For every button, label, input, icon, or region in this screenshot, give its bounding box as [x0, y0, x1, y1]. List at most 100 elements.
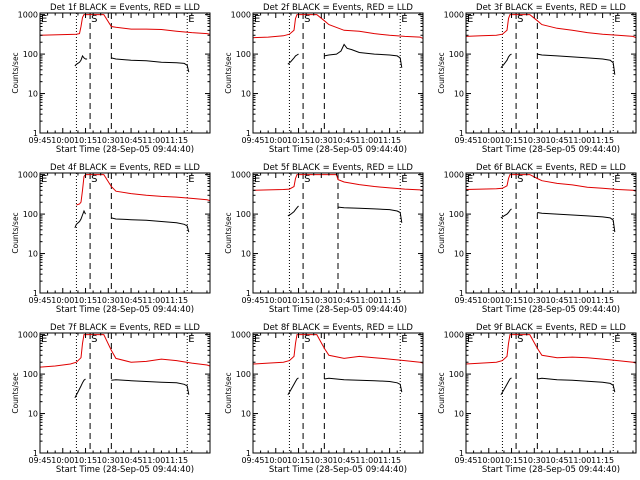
x-axis: 09:45 10:00 10:15 10:30 10:45 11:00 11:15: [28, 13, 208, 145]
x-tick-label: 11:15: [165, 456, 188, 465]
series-lld-line: [465, 334, 637, 365]
series-lld-line: [252, 174, 424, 191]
y-tick-label: 1: [459, 449, 464, 458]
panel-title: Det 2f BLACK = Events, RED = LLD: [263, 3, 413, 13]
y-tick-label: 1000: [444, 11, 464, 20]
x-tick-label: 11:00: [142, 456, 165, 465]
y-tick-label: 1: [33, 289, 38, 298]
y-tick-label: 1000: [18, 331, 38, 340]
series-lld-line: [252, 334, 424, 365]
x-tick-label: 11:00: [568, 296, 591, 305]
marker-label: S: [91, 14, 97, 25]
plot-frame: [252, 12, 424, 134]
x-tick-label: 11:15: [591, 136, 614, 145]
series-events-line: [287, 377, 403, 395]
x-tick-label: 10:15: [287, 136, 310, 145]
marker-label: E: [188, 14, 194, 25]
y-tick-label: 1: [246, 289, 251, 298]
marker-label: E: [254, 334, 260, 345]
marker-label: S: [304, 14, 310, 25]
x-axis-label: Start Time (28-Sep-05 09:44:40): [482, 465, 620, 475]
y-axis: 1 10 100 1000: [18, 171, 210, 298]
x-tick-label: 11:15: [165, 296, 188, 305]
series-events-line: [74, 209, 190, 233]
y-tick-label: 10: [28, 410, 38, 419]
y-tick-label: 100: [236, 50, 251, 59]
x-tick-label: 11:15: [378, 296, 401, 305]
y-tick-label: 10: [28, 250, 38, 259]
x-tick-label: 10:15: [74, 296, 97, 305]
x-tick-label: 10:00: [264, 456, 287, 465]
marker-label: S: [517, 14, 523, 25]
marker-label: S: [517, 334, 523, 345]
marker-label: E: [401, 174, 407, 185]
marker-label: S: [91, 334, 97, 345]
x-tick-label: 10:45: [120, 296, 143, 305]
x-tick-label: 11:15: [165, 136, 188, 145]
x-tick-label: 11:15: [591, 456, 614, 465]
y-tick-label: 100: [236, 210, 251, 219]
marker-label: E: [614, 334, 620, 345]
y-tick-label: 1: [33, 449, 38, 458]
x-tick-label: 09:45: [454, 296, 477, 305]
x-tick-label: 09:45: [454, 456, 477, 465]
series-events-line: [74, 54, 190, 73]
y-tick-label: 1000: [444, 171, 464, 180]
panel-title: Det 1f BLACK = Events, RED = LLD: [50, 3, 200, 13]
y-tick-label: 1000: [18, 171, 38, 180]
marker-label: E: [188, 334, 194, 345]
plot-frame: [465, 172, 637, 294]
y-tick-label: 1000: [231, 331, 251, 340]
x-axis-label: Start Time (28-Sep-05 09:44:40): [56, 465, 194, 475]
x-tick-label: 09:45: [241, 296, 264, 305]
y-axis: 1 10 100 1000: [18, 11, 210, 138]
marker-label: E: [41, 14, 47, 25]
x-tick-label: 09:45: [454, 136, 477, 145]
y-axis: 1 10 100 1000: [444, 331, 636, 458]
plot-frame: [465, 332, 637, 454]
marker-label: S: [304, 334, 310, 345]
y-axis-label: Counts/sec: [224, 372, 233, 413]
plot-frame: [252, 332, 424, 454]
x-tick-label: 10:15: [500, 456, 523, 465]
x-tick-label: 10:45: [120, 456, 143, 465]
x-axis: 09:45 10:00 10:15 10:30 10:45 11:00 11:15: [241, 333, 421, 465]
x-tick-label: 10:15: [74, 136, 97, 145]
plot-frame: [39, 172, 211, 294]
x-tick-label: 10:30: [97, 136, 120, 145]
marker-label: E: [614, 14, 620, 25]
marker-label: S: [517, 174, 523, 185]
y-tick-label: 10: [241, 250, 251, 259]
marker-label: E: [254, 174, 260, 185]
marker-label: E: [254, 14, 260, 25]
x-axis-label: Start Time (28-Sep-05 09:44:40): [482, 305, 620, 315]
y-tick-label: 100: [23, 370, 38, 379]
series-lld-line: [465, 14, 637, 39]
series-events-line: [500, 377, 616, 395]
x-tick-label: 10:15: [287, 296, 310, 305]
plot-frame: [465, 12, 637, 134]
y-tick-label: 10: [241, 90, 251, 99]
panel-title: Det 4f BLACK = Events, RED = LLD: [50, 163, 200, 173]
x-tick-label: 10:00: [477, 296, 500, 305]
x-tick-label: 11:00: [355, 296, 378, 305]
x-tick-label: 09:45: [241, 456, 264, 465]
x-tick-label: 10:00: [477, 136, 500, 145]
marker-label: E: [401, 14, 407, 25]
y-tick-label: 1: [246, 129, 251, 138]
x-tick-label: 11:15: [378, 456, 401, 465]
y-axis: 1 10 100 1000: [444, 171, 636, 298]
plot-frame: [39, 12, 211, 134]
x-tick-label: 10:30: [310, 296, 333, 305]
series-lld-line: [39, 14, 211, 36]
series-events-line: [287, 43, 403, 68]
x-tick-label: 11:00: [568, 136, 591, 145]
y-axis-label: Counts/sec: [437, 372, 446, 413]
series-events-line: [74, 378, 190, 399]
